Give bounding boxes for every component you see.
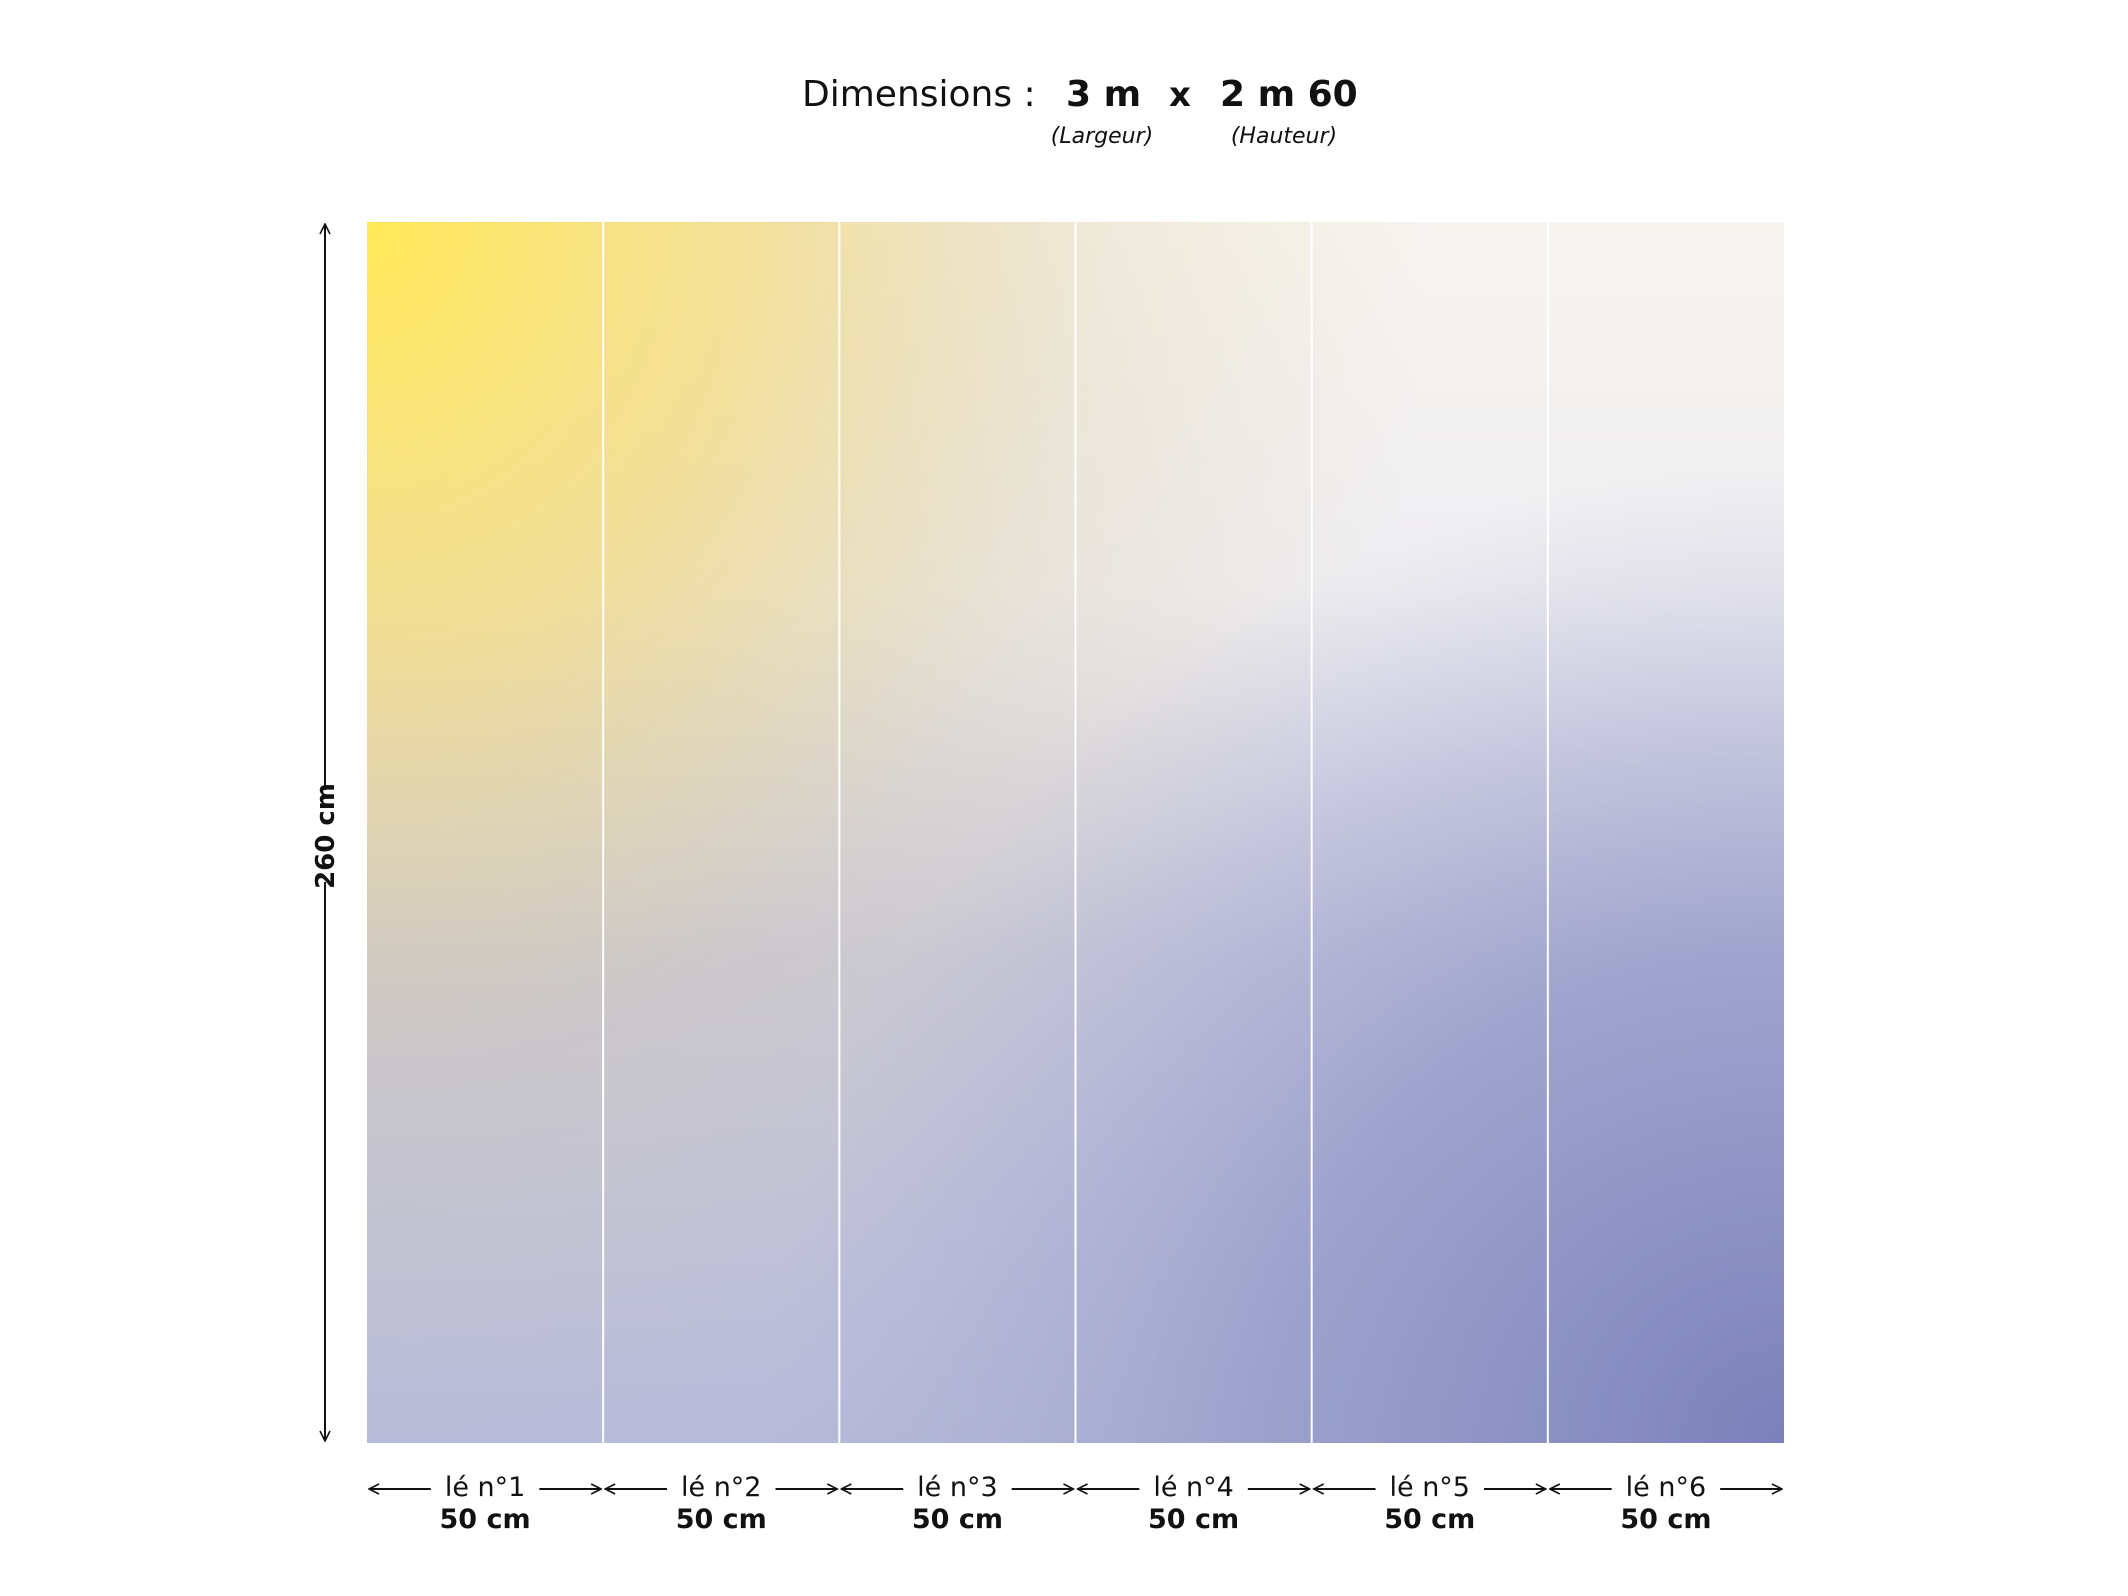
width-caption: (Largeur): [1051, 124, 1153, 149]
panel-width: 50 cm: [912, 1504, 1003, 1535]
height-label: 260 cm: [311, 783, 341, 889]
height-caption: (Hauteur): [1231, 124, 1337, 149]
panel-width: 50 cm: [1384, 1504, 1475, 1535]
dimensions-label: Dimensions :: [802, 74, 1036, 115]
separator: x: [1169, 75, 1191, 115]
height-value: 2 m 60: [1220, 74, 1358, 115]
panel-width: 50 cm: [1620, 1504, 1711, 1535]
panel-label: lé n°5: [1390, 1472, 1471, 1503]
panel-width: 50 cm: [676, 1504, 767, 1535]
panel-label: lé n°1: [445, 1472, 526, 1503]
panel-label: lé n°3: [917, 1472, 998, 1503]
panel-label: lé n°2: [681, 1472, 762, 1503]
panel-label: lé n°6: [1626, 1472, 1707, 1503]
width-value: 3 m: [1066, 74, 1141, 115]
panel-width: 50 cm: [1148, 1504, 1239, 1535]
panel-width: 50 cm: [440, 1504, 531, 1535]
panel-label: lé n°4: [1153, 1472, 1234, 1503]
